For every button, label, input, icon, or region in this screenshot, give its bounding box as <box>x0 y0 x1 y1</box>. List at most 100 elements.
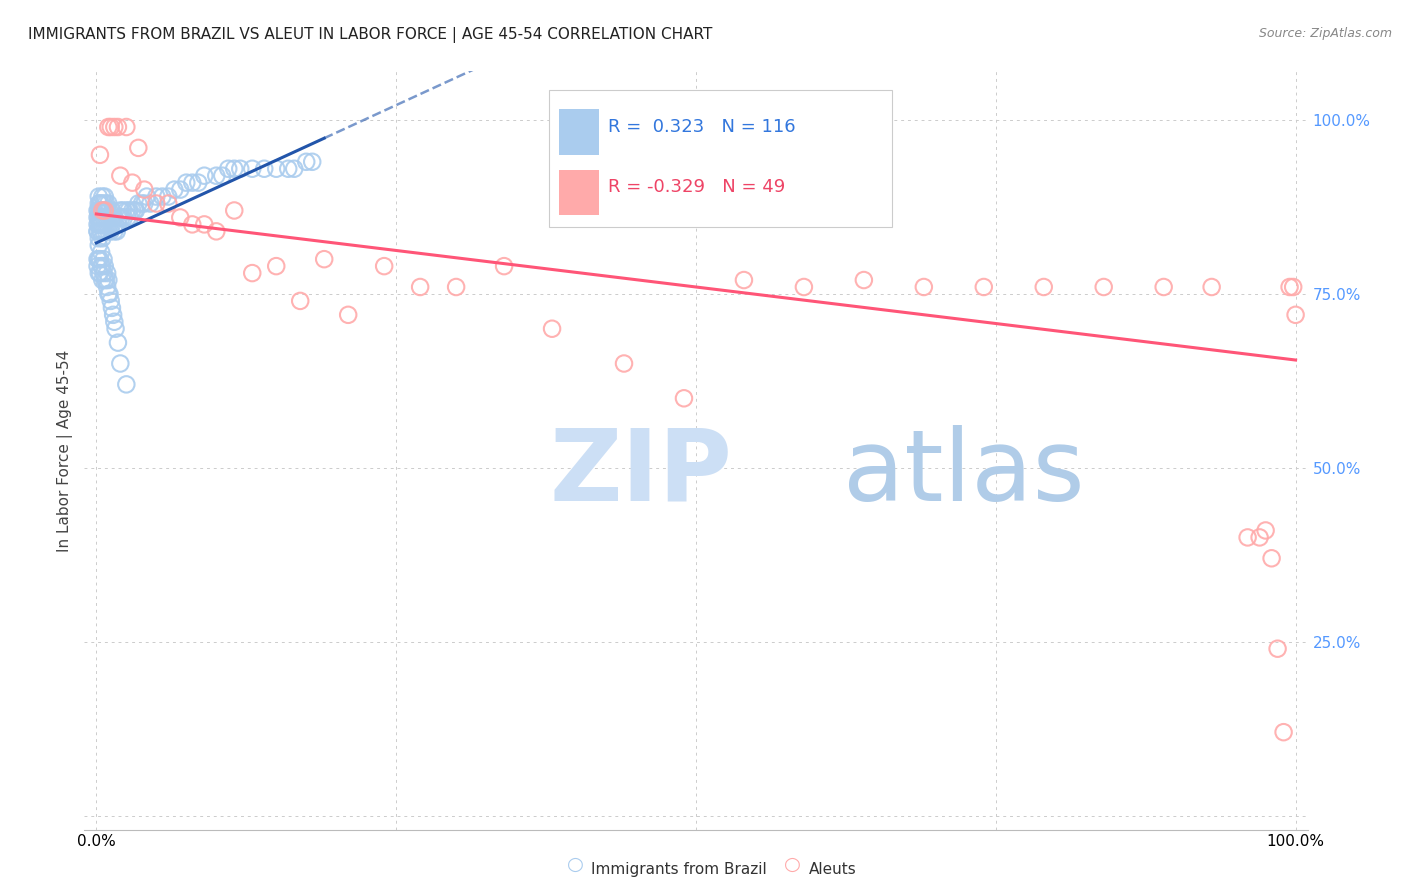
Point <box>117 211 139 225</box>
Point <box>253 161 276 176</box>
Point <box>96 218 118 232</box>
Point <box>181 218 204 232</box>
Point <box>86 203 108 218</box>
Point <box>134 196 156 211</box>
Point <box>181 176 204 190</box>
Point <box>240 266 263 280</box>
Point <box>277 161 299 176</box>
Point <box>89 252 111 267</box>
Text: Aleuts: Aleuts <box>808 863 856 877</box>
Point <box>90 259 112 273</box>
Point <box>91 259 114 273</box>
Point <box>103 224 125 238</box>
Point <box>295 154 318 169</box>
Point <box>94 224 117 238</box>
Point <box>373 259 395 273</box>
Point <box>205 224 228 238</box>
Point <box>169 183 191 197</box>
Point <box>87 196 110 211</box>
Point <box>93 203 117 218</box>
Point <box>96 280 118 294</box>
Point <box>87 238 110 252</box>
Point <box>115 120 138 134</box>
Point <box>86 211 108 225</box>
Point <box>145 189 167 203</box>
Point <box>86 224 108 238</box>
Point <box>1282 280 1305 294</box>
Point <box>107 120 129 134</box>
Point <box>1092 280 1115 294</box>
Point <box>91 203 114 218</box>
Point <box>91 218 114 232</box>
Point <box>150 189 173 203</box>
Point <box>100 120 122 134</box>
Point <box>98 218 121 232</box>
Point <box>86 224 108 238</box>
Point <box>100 224 122 238</box>
Point <box>112 211 135 225</box>
Point <box>89 266 111 280</box>
Point <box>107 218 129 232</box>
Point <box>90 203 112 218</box>
Point <box>107 335 129 350</box>
Point <box>87 189 110 203</box>
Point <box>96 203 118 218</box>
Point <box>121 176 143 190</box>
Point <box>93 224 115 238</box>
Point <box>131 196 153 211</box>
Point <box>541 322 564 336</box>
Point <box>98 287 121 301</box>
Point <box>101 308 124 322</box>
Point <box>93 203 117 218</box>
Point <box>224 161 246 176</box>
Point <box>145 196 167 211</box>
Point <box>104 218 127 232</box>
Point <box>1272 725 1295 739</box>
Point <box>87 218 110 232</box>
Point <box>97 287 120 301</box>
Point <box>91 231 114 245</box>
Bar <box>560 170 599 216</box>
Point <box>264 161 287 176</box>
Point <box>93 273 117 287</box>
Point <box>135 189 157 203</box>
Point <box>174 176 197 190</box>
Point <box>97 273 120 287</box>
Text: R =  0.323   N = 116: R = 0.323 N = 116 <box>607 118 796 136</box>
Point <box>104 322 127 336</box>
Point <box>229 161 252 176</box>
Point <box>1153 280 1175 294</box>
Point <box>97 120 120 134</box>
Point <box>101 211 124 225</box>
Point <box>118 203 141 218</box>
Point <box>89 218 111 232</box>
Point <box>110 211 132 225</box>
Point <box>101 301 124 315</box>
Text: R = -0.329   N = 49: R = -0.329 N = 49 <box>607 178 785 196</box>
Point <box>87 231 110 245</box>
Point <box>86 252 108 267</box>
Point <box>87 211 110 225</box>
Y-axis label: In Labor Force | Age 45-54: In Labor Force | Age 45-54 <box>58 350 73 551</box>
Point <box>103 315 125 329</box>
Point <box>100 211 122 225</box>
Point <box>93 266 115 280</box>
Point <box>224 203 246 218</box>
Point <box>301 154 323 169</box>
Point <box>409 280 432 294</box>
Point <box>91 203 114 218</box>
Point <box>86 259 108 273</box>
Point <box>89 211 111 225</box>
Point <box>1201 280 1223 294</box>
Point <box>89 196 111 211</box>
Point <box>217 161 239 176</box>
Point <box>193 169 215 183</box>
Point <box>111 203 134 218</box>
Point <box>115 377 138 392</box>
Point <box>93 252 115 267</box>
Point <box>125 203 148 218</box>
Point <box>103 120 125 134</box>
Point <box>205 169 228 183</box>
Point <box>283 161 305 176</box>
Point <box>86 218 108 232</box>
